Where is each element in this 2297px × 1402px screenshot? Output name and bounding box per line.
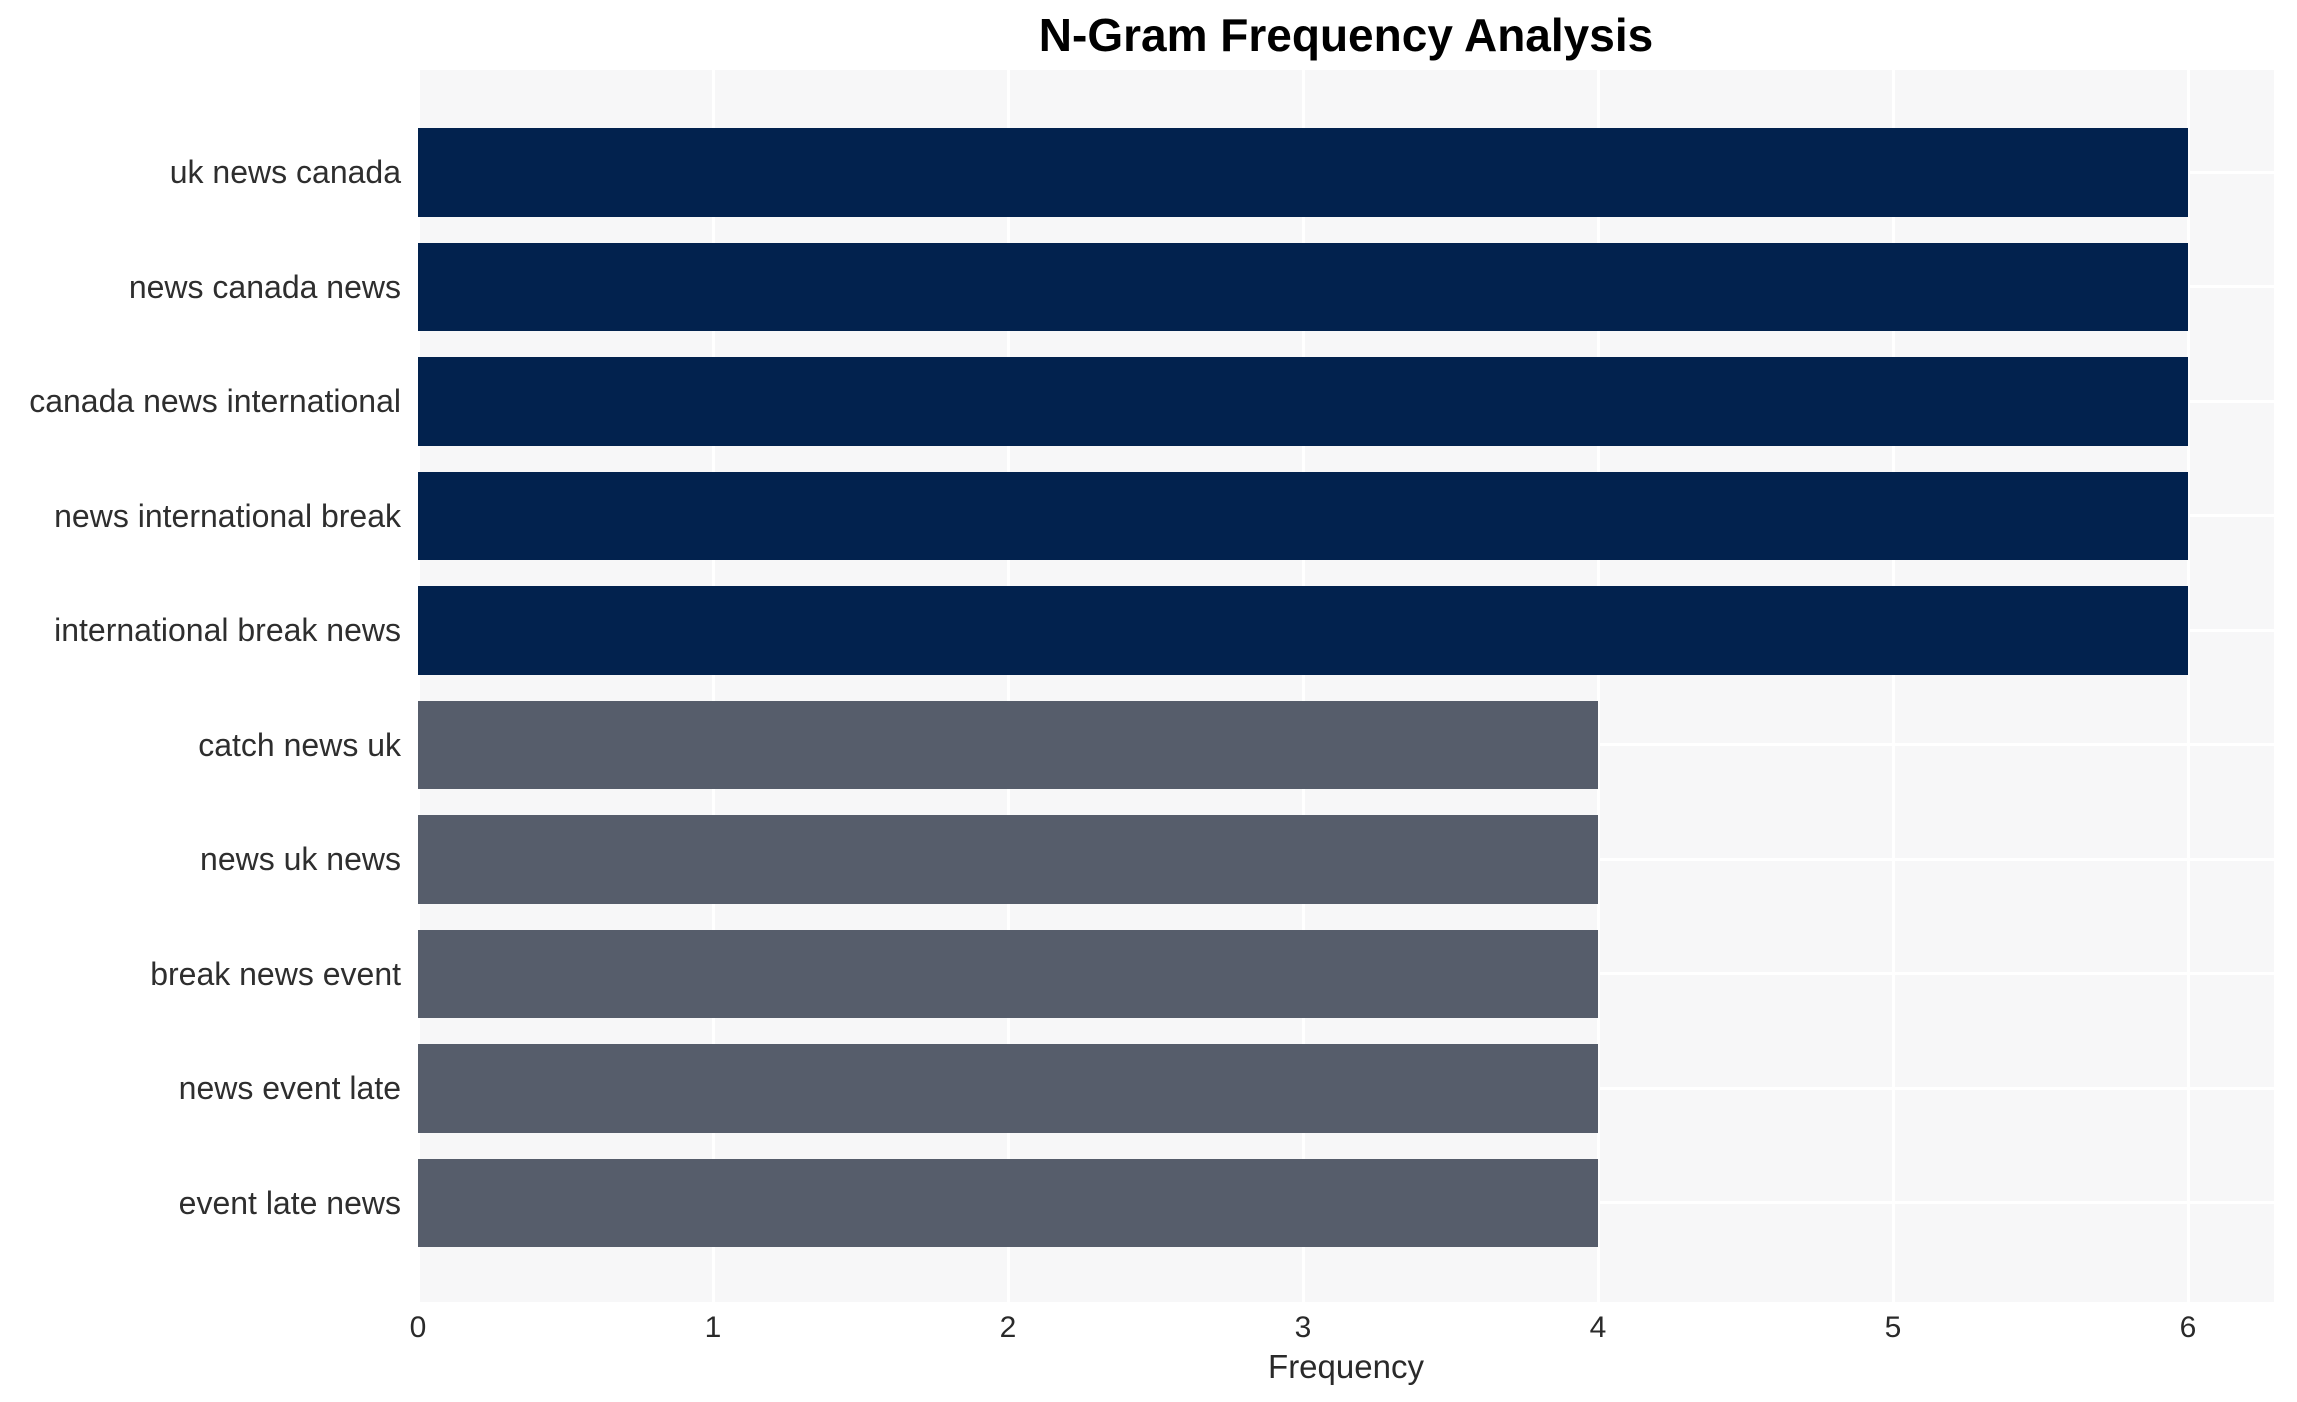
bar-uk-news-canada [418,128,2188,217]
bar-catch-news-uk [418,700,1598,789]
category-label: international break news [54,612,401,649]
vertical-gridline [416,70,420,1302]
plot-area [416,70,2274,1302]
vertical-gridline [1301,70,1305,1302]
vertical-gridline [2186,70,2190,1302]
bar-news-event-late [418,1044,1598,1133]
vertical-gridline [711,70,715,1302]
vertical-gridline [1006,70,1010,1302]
x-tick-label: 0 [409,1311,427,1344]
bar-event-late-news [418,1158,1598,1247]
x-tick-label: 3 [1294,1311,1312,1344]
category-label: catch news uk [198,726,401,763]
x-tick-label: 4 [1589,1311,1607,1344]
x-tick-label: 5 [1884,1311,1902,1344]
category-label: news international break [54,497,401,534]
category-label: news uk news [200,841,401,878]
bar-break-news-event [418,929,1598,1018]
bar-news-canada-news [418,242,2188,331]
category-label: news canada news [128,268,401,305]
category-label: break news event [150,955,401,992]
bar-news-international-break [418,471,2188,560]
chart-title: N-Gram Frequency Analysis [1038,9,1654,61]
x-tick-label: 1 [704,1311,722,1344]
bar-international-break-news [418,586,2188,675]
category-label: news event late [178,1070,401,1107]
category-label: canada news international [29,383,401,420]
x-axis-label: Frequency [1268,1348,1424,1385]
bar-news-uk-news [418,815,1598,904]
vertical-gridline [1891,70,1895,1302]
category-label: uk news canada [169,154,401,191]
vertical-gridline [1596,70,1600,1302]
x-tick-label: 2 [999,1311,1017,1344]
bar-canada-news-international [418,357,2188,446]
category-label: event late news [178,1184,401,1221]
x-tick-label: 6 [2179,1311,2197,1344]
